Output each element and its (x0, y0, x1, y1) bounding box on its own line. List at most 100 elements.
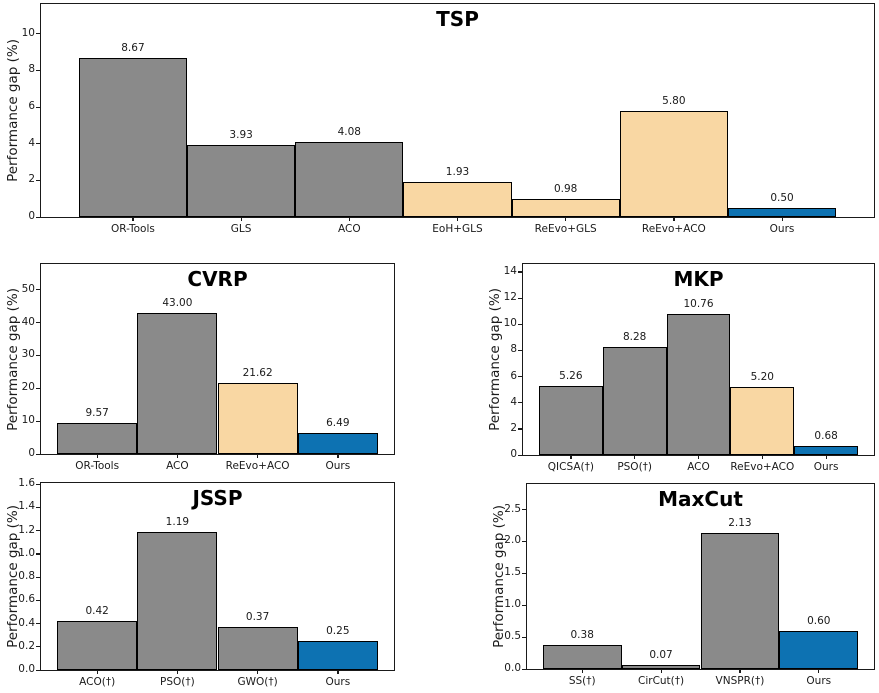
bar-value-label: 8.67 (121, 42, 145, 55)
y-tick-label: 12 (503, 291, 517, 303)
y-tick-mark (36, 106, 40, 108)
y-tick-label: 2.5 (504, 502, 521, 515)
bar-value-label: 5.20 (750, 370, 774, 383)
y-tick-mark (36, 599, 40, 601)
x-tick-label: ACO (166, 460, 189, 472)
y-tick-label: 10 (503, 317, 517, 330)
x-tick-mark (698, 455, 700, 459)
x-tick-mark (96, 454, 98, 458)
y-tick-mark (36, 646, 40, 648)
y-tick-mark (36, 420, 40, 422)
bar-maxcut-0 (542, 644, 622, 669)
chart-title-mkp: MKP (673, 267, 724, 291)
x-tick-mark (337, 670, 339, 674)
bar-value-label: 0.50 (770, 191, 794, 204)
bar-value-label: 3.93 (229, 128, 253, 141)
x-tick-label: GWO(†) (237, 676, 278, 688)
y-tick-label: 6 (510, 369, 517, 382)
x-tick-label: OR-Tools (75, 460, 120, 472)
x-tick-label: CirCut(†) (638, 675, 685, 687)
y-tick-mark (36, 33, 40, 35)
y-tick-mark (36, 483, 40, 485)
x-tick-label: EoH+GLS (432, 223, 483, 235)
x-tick-mark (348, 217, 350, 221)
chart-mkp: MKP Performance gap (%) 0 2 4 6 8 10 12 14 5.26 QIC… (487, 263, 875, 473)
y-tick-label: 30 (21, 348, 35, 361)
bar-jssp-1 (137, 531, 218, 670)
x-tick-mark (761, 455, 763, 459)
x-tick-mark (337, 454, 339, 458)
y-tick-mark (36, 530, 40, 532)
y-tick-label: 0.4 (18, 616, 35, 629)
bar-mkp-4 (794, 446, 859, 455)
y-tick-label: 8 (510, 343, 517, 356)
y-tick-mark (36, 216, 40, 218)
x-tick-mark (818, 669, 820, 673)
bar-mkp-1 (602, 346, 667, 455)
plot-area-cvrp: CVRP Performance gap (%) 0 10 20 30 40 50 9.57 OR… (5, 264, 394, 472)
y-tick-label: 0 (28, 210, 35, 222)
x-tick-label: ACO (687, 461, 710, 473)
y-tick-label: 0.2 (18, 639, 35, 652)
bar-value-label: 43.00 (162, 296, 193, 309)
x-tick-label: PSO(†) (617, 461, 653, 473)
bar-value-label: 6.49 (326, 416, 350, 429)
x-tick-label: ReEvo+ACO (641, 223, 706, 235)
bar-value-label: 0.42 (85, 605, 109, 618)
x-tick-label: Ours (769, 223, 795, 235)
bar-value-label: 0.38 (570, 628, 594, 641)
x-tick-label: PSO(†) (160, 676, 195, 688)
y-tick-label: 1.5 (504, 566, 521, 579)
bar-value-label: 10.76 (683, 298, 714, 311)
y-tick-mark (522, 668, 526, 670)
y-tick-label: 0 (510, 448, 517, 460)
bar-value-label: 5.26 (559, 370, 583, 383)
y-tick-label: 10 (21, 26, 35, 39)
y-tick-mark (36, 69, 40, 72)
bar-mkp-3 (730, 386, 795, 455)
y-tick-label: 1.2 (18, 523, 35, 536)
bar-value-label: 8.28 (622, 330, 647, 343)
chart-title-tsp: TSP (436, 7, 479, 31)
x-tick-mark (240, 217, 242, 221)
y-tick-mark (522, 604, 526, 606)
y-tick-mark (36, 669, 40, 671)
y-tick-mark (518, 376, 522, 378)
y-tick-mark (518, 349, 522, 352)
x-tick-mark (581, 669, 583, 673)
x-tick-mark (257, 670, 259, 674)
chart-title-jssp: JSSP (192, 486, 243, 510)
bar-tsp-2 (295, 142, 404, 217)
x-tick-mark (565, 217, 567, 221)
chart-jssp: JSSP Performance gap (%) 0.0 0.2 0.4 0.6 0.8 1.… (5, 477, 395, 688)
x-tick-mark (825, 455, 827, 459)
bar-maxcut-1 (621, 664, 701, 669)
bar-tsp-3 (403, 181, 512, 217)
y-tick-label: 0.5 (504, 630, 521, 643)
x-tick-mark (96, 670, 98, 674)
bar-jssp-3 (297, 640, 378, 670)
bar-jssp-0 (57, 621, 138, 670)
y-tick-label: 0.6 (18, 593, 35, 606)
bar-value-label: 21.62 (242, 366, 273, 379)
x-tick-label: ReEvo+ACO (730, 461, 795, 473)
bar-tsp-6 (727, 207, 837, 217)
bar-maxcut-2 (700, 533, 780, 669)
y-tick-mark (36, 322, 40, 324)
bar-cvrp-3 (297, 432, 378, 454)
y-tick-mark (518, 428, 522, 430)
x-tick-label: Ours (325, 676, 351, 688)
y-tick-mark (522, 509, 526, 511)
y-tick-label: 0.8 (18, 570, 35, 583)
y-tick-label: 4 (510, 395, 517, 408)
chart-title-maxcut: MaxCut (658, 487, 743, 511)
bar-cvrp-0 (57, 422, 138, 454)
x-tick-mark (673, 217, 675, 221)
bar-value-label: 4.08 (337, 126, 361, 139)
x-tick-mark (257, 454, 259, 458)
y-tick-mark (522, 540, 526, 543)
x-tick-mark (570, 455, 572, 459)
x-tick-label: ACO(†) (79, 676, 116, 688)
bar-value-label: 1.93 (445, 165, 470, 178)
